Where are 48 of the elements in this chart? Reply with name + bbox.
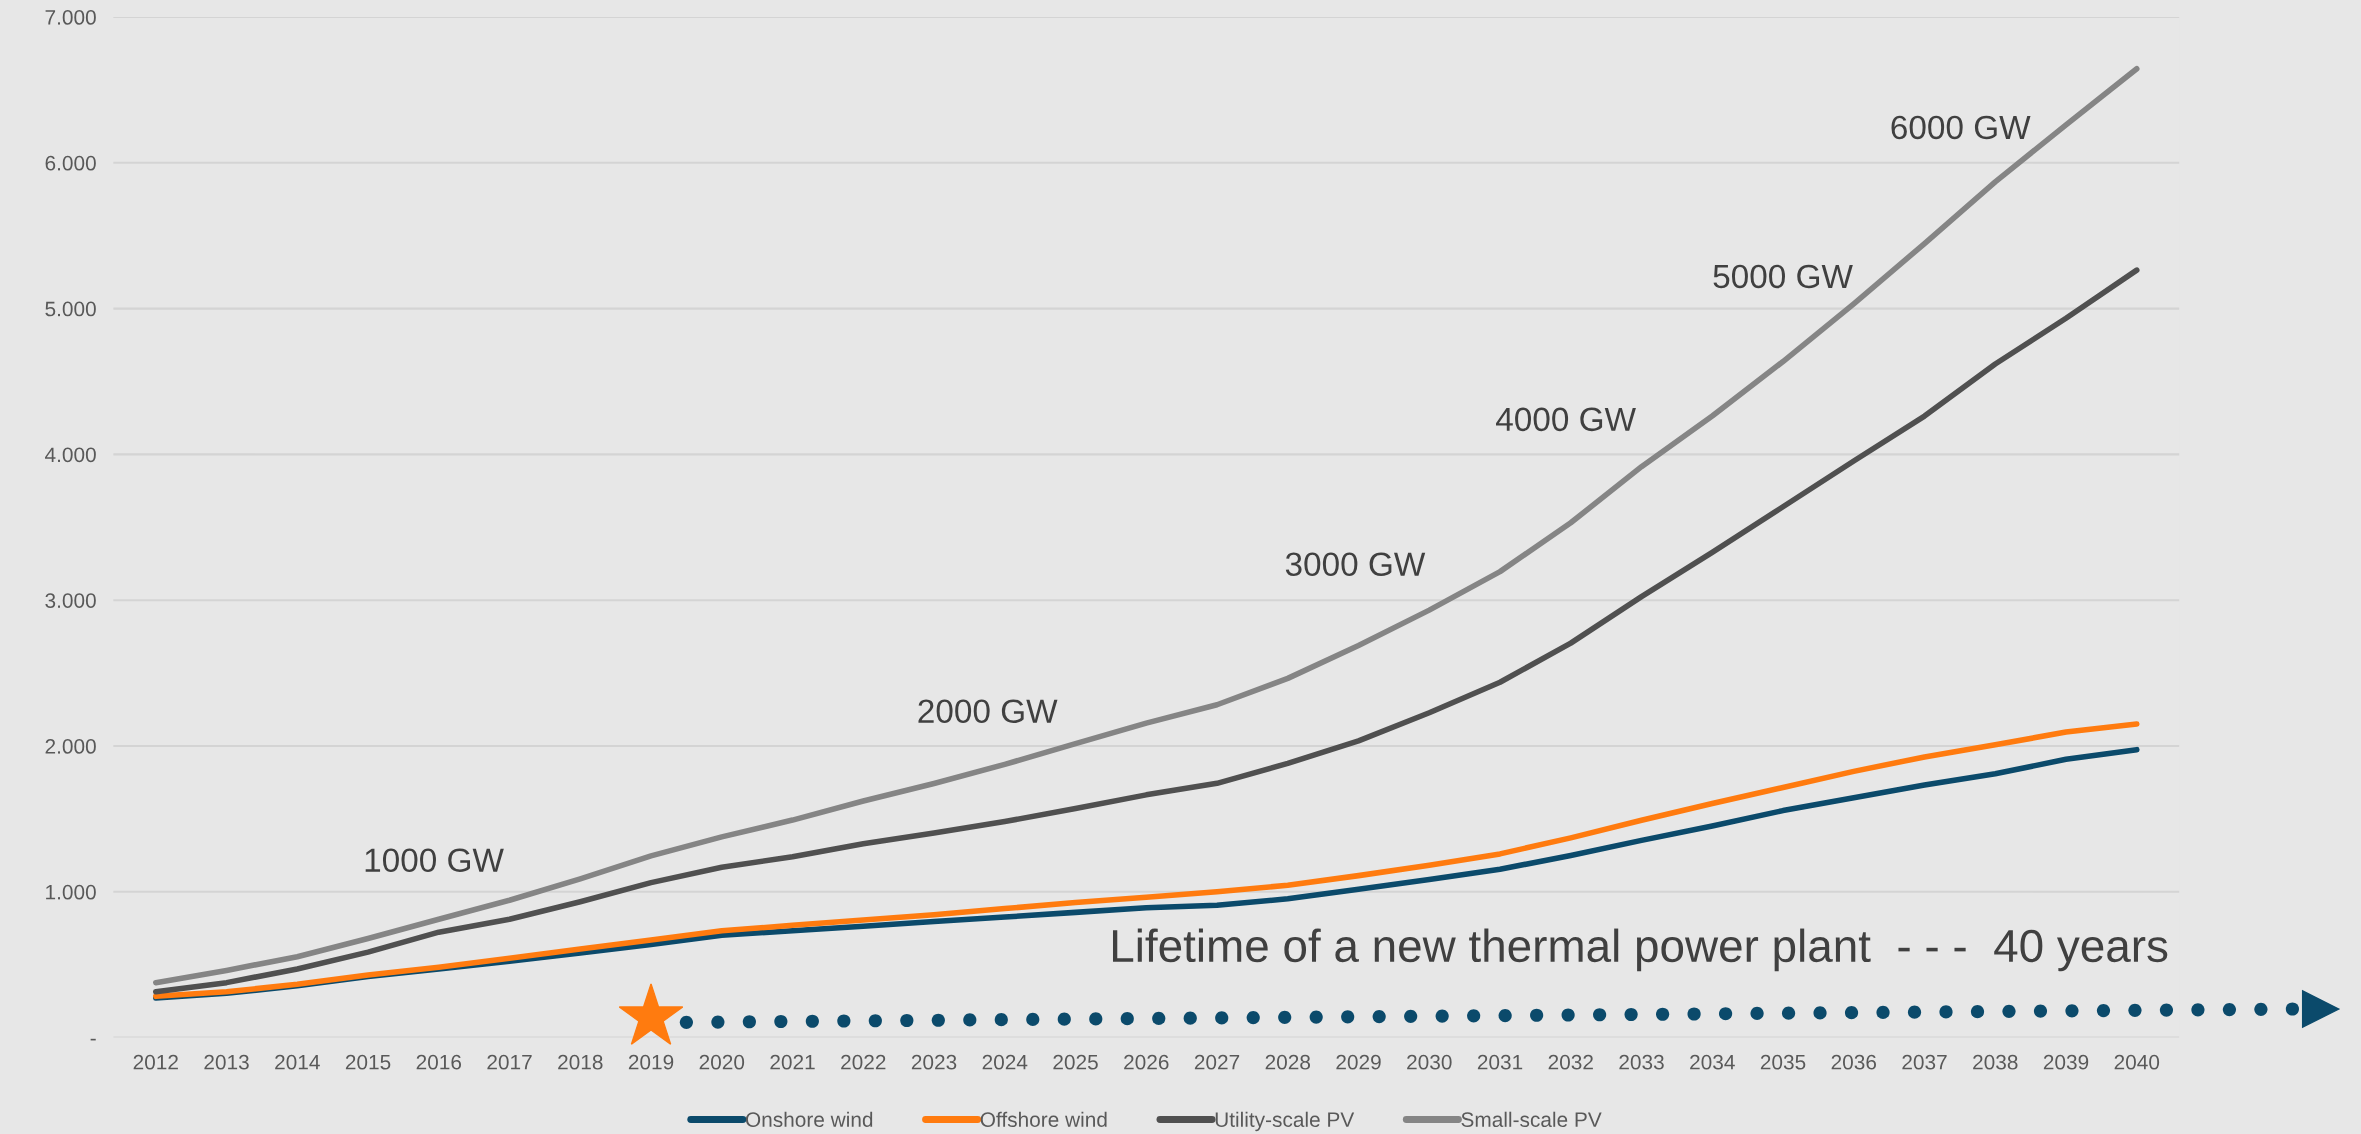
x-tick-label: 2039 <box>2043 1054 2089 1070</box>
y-tick-label: 3.000 <box>45 593 96 608</box>
x-tick-label: 2034 <box>1690 1054 1735 1070</box>
y-tick-label: 5.000 <box>45 301 96 317</box>
y-tick-label: - <box>90 1038 96 1041</box>
annotation: 4000 GW <box>1496 407 1636 432</box>
annotation: 1000 GW <box>365 848 504 873</box>
x-tick-label: 2018 <box>558 1054 603 1070</box>
annotation: 3000 GW <box>1285 552 1426 577</box>
x-tick-label: 2012 <box>133 1054 178 1070</box>
x-tick-label: 2031 <box>1477 1054 1523 1070</box>
x-tick-label: 2036 <box>1831 1054 1877 1070</box>
legend-label: Utility-scale PV <box>1215 1111 1355 1132</box>
x-tick-label: 2021 <box>770 1054 815 1070</box>
x-tick-label: 2038 <box>1973 1054 2018 1070</box>
x-tick-label: 2037 <box>1902 1054 1947 1070</box>
x-tick-label: 2033 <box>1619 1054 1664 1070</box>
y-tick-label: 1.000 <box>46 884 96 900</box>
legend-label: Small-scale PV <box>1461 1111 1602 1128</box>
x-tick-label: 2040 <box>2114 1054 2160 1070</box>
x-tick-label: 2032 <box>1548 1054 1593 1070</box>
x-tick-label: 2028 <box>1265 1054 1311 1070</box>
y-tick-label: 7.000 <box>45 10 96 25</box>
x-tick-label: 2015 <box>345 1054 391 1070</box>
x-tick-label: 2022 <box>841 1054 886 1070</box>
y-tick-label: 4.000 <box>45 447 96 463</box>
x-tick-label: 2023 <box>911 1054 957 1070</box>
x-tick-label: 2029 <box>1336 1054 1381 1070</box>
x-tick-label: 2030 <box>1407 1054 1452 1070</box>
y-tick-label: 6.000 <box>45 155 96 171</box>
x-tick-label: 2019 <box>628 1054 674 1070</box>
legend-label: Offshore wind <box>980 1111 1107 1128</box>
x-tick-label: 2020 <box>699 1054 745 1070</box>
x-tick-label: 2025 <box>1053 1054 1098 1070</box>
x-tick-label: 2026 <box>1124 1054 1169 1070</box>
annotation: 5000 GW <box>1713 264 1853 289</box>
x-tick-label: 2013 <box>204 1054 249 1070</box>
annotation: 6000 GW <box>1891 115 2031 140</box>
x-tick-label: 2014 <box>275 1054 320 1070</box>
annotation: 2000 GW <box>918 699 1058 724</box>
legend-label: Onshore wind <box>745 1111 873 1128</box>
x-tick-label: 2024 <box>982 1054 1028 1070</box>
x-tick-label: 2017 <box>487 1054 532 1070</box>
x-tick-label: 2035 <box>1760 1054 1806 1070</box>
x-tick-label: 2016 <box>416 1054 462 1070</box>
x-tick-label: 2027 <box>1194 1054 1240 1070</box>
annotation: Lifetime of a new thermal power plant - - - 40 years <box>1113 928 2168 972</box>
y-tick-label: 2.000 <box>45 739 96 754</box>
